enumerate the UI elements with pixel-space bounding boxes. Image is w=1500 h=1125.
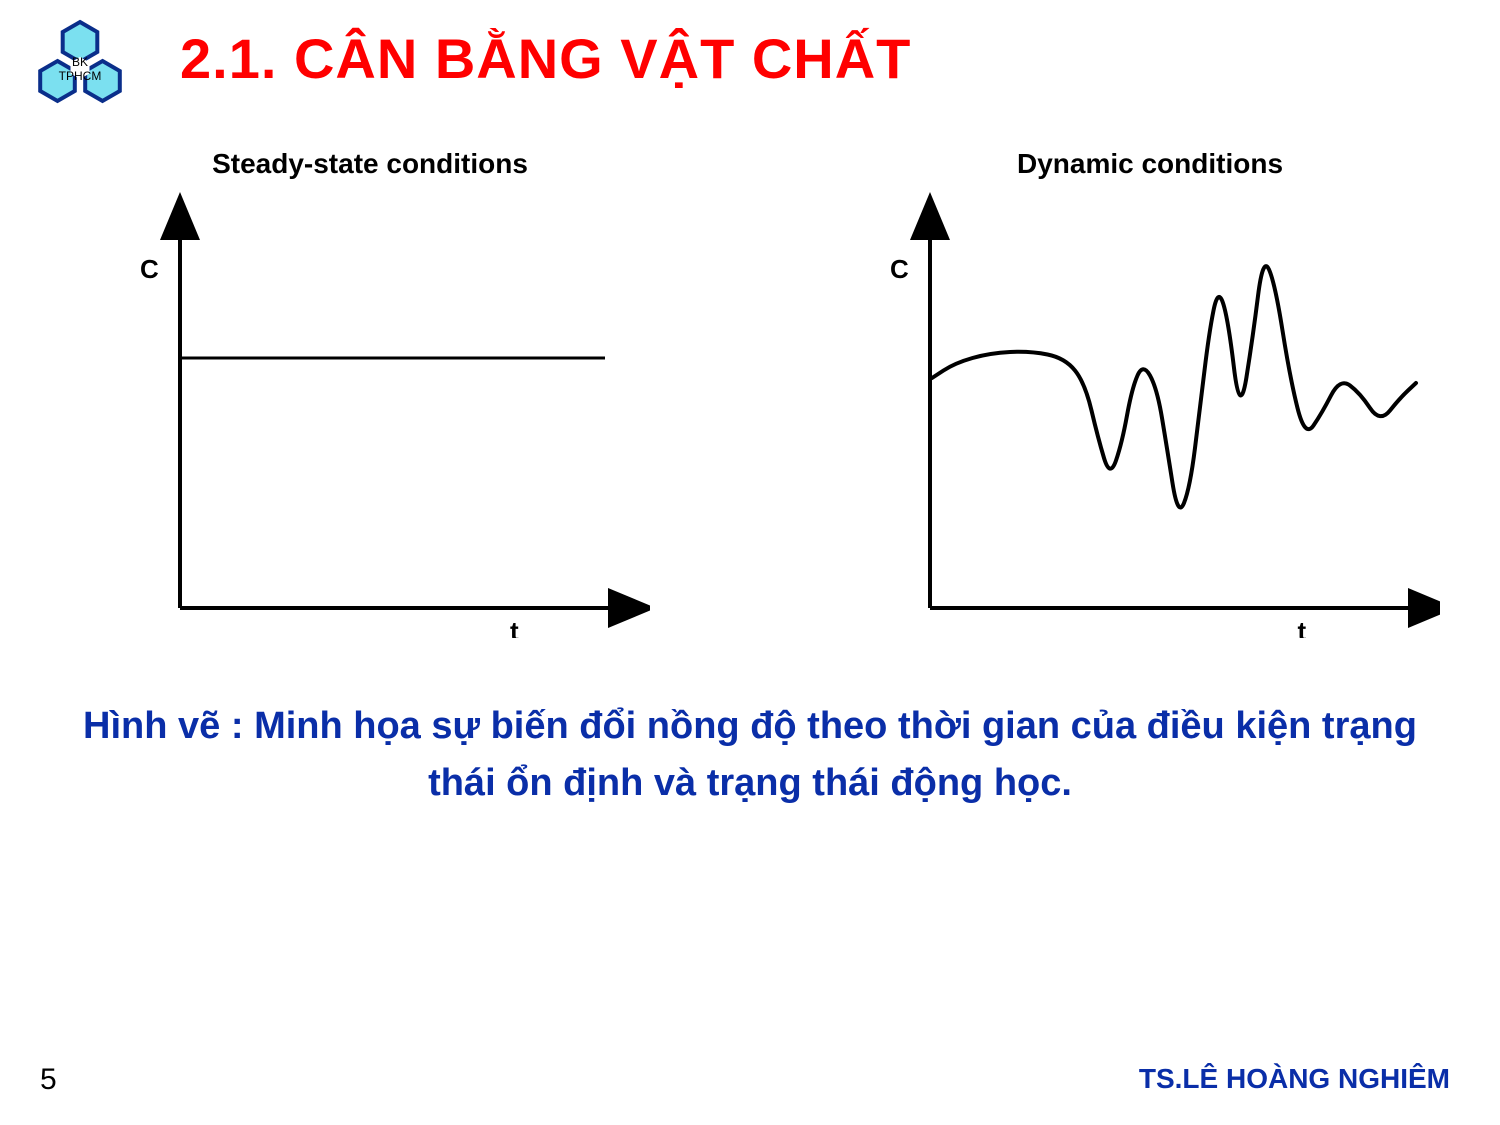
footer: 5 TS.LÊ HOÀNG NGHIÊM (0, 1063, 1500, 1097)
figure-caption: Hình vẽ : Minh họa sự biến đổi nồng độ t… (0, 698, 1500, 812)
chart-right: Ct (860, 188, 1440, 638)
page-number: 5 (40, 1063, 57, 1097)
chart-left-col: Steady-state conditions Ct (90, 148, 650, 638)
svg-text:TPHCM: TPHCM (59, 69, 102, 83)
chart-left: Ct (90, 188, 650, 638)
header: BKTPHCM 2.1. CÂN BẰNG VẬT CHẤT (0, 0, 1500, 128)
chart-left-title: Steady-state conditions (212, 148, 528, 180)
svg-text:C: C (890, 254, 909, 284)
page-title: 2.1. CÂN BẰNG VẬT CHẤT (180, 26, 911, 91)
chart-right-title: Dynamic conditions (1017, 148, 1283, 180)
svg-text:C: C (140, 254, 159, 284)
svg-text:t: t (1298, 616, 1307, 638)
author-name: TS.LÊ HOÀNG NGHIÊM (1139, 1063, 1450, 1097)
logo: BKTPHCM (20, 8, 140, 128)
logo-svg: BKTPHCM (20, 8, 140, 128)
svg-text:t: t (510, 616, 519, 638)
svg-text:BK: BK (72, 55, 88, 69)
charts-row: Steady-state conditions Ct Dynamic condi… (0, 128, 1500, 638)
chart-right-col: Dynamic conditions Ct (860, 148, 1440, 638)
